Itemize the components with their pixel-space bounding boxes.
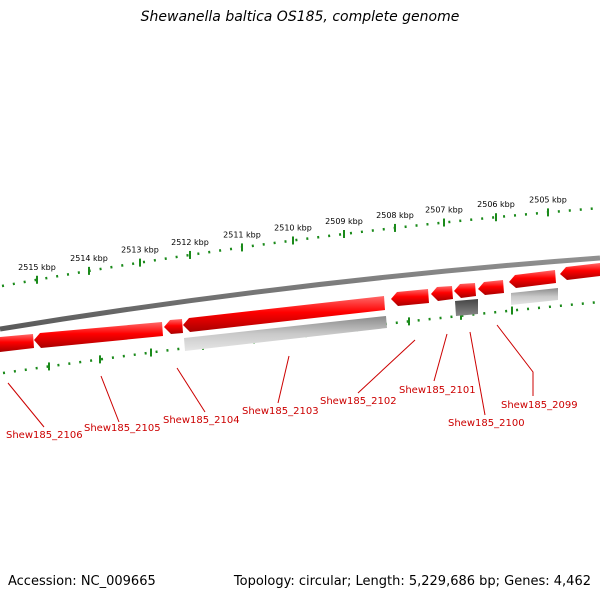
outer-scale-labels: 2505 kbp 2506 kbp 2507 kbp 2508 kbp 2509 kbp… xyxy=(18,195,567,271)
leader-2101 xyxy=(433,333,448,382)
gray-feature xyxy=(184,316,387,351)
gene-label: Shew185_2105 xyxy=(84,423,161,434)
gray-feature xyxy=(511,288,558,305)
genome-summary: Topology: circular; Length: 5,229,686 bp… xyxy=(233,574,591,589)
gene-arrow-2104 xyxy=(164,319,183,334)
scale-label: 2510 kbp xyxy=(274,223,312,232)
gene-arrow-2101 xyxy=(431,286,453,301)
leader-2104 xyxy=(176,367,206,413)
scale-label: 2506 kbp xyxy=(477,200,515,209)
leader-2102 xyxy=(357,339,416,394)
scale-label: 2513 kbp xyxy=(121,246,159,255)
gene-label: Shew185_2106 xyxy=(6,430,83,441)
scale-label: 2511 kbp xyxy=(223,230,261,239)
gene-arrow-2105 xyxy=(34,322,163,348)
gene-label: Shew185_2103 xyxy=(242,406,319,417)
accession-label: Accession: NC_009665 xyxy=(8,574,156,589)
scale-label: 2512 kbp xyxy=(171,238,209,247)
dark-feature xyxy=(455,299,478,316)
scale-label: 2505 kbp xyxy=(529,195,567,204)
scale-label: 2507 kbp xyxy=(425,206,463,215)
leader-2103 xyxy=(277,355,290,404)
gene-arrow-2102 xyxy=(391,289,429,306)
genome-backbone xyxy=(0,255,600,332)
gene-label: Shew185_2099 xyxy=(501,400,578,411)
gene-label: Shew185_2102 xyxy=(320,396,397,407)
gene-label: Shew185_2101 xyxy=(399,385,476,396)
scale-label: 2514 kbp xyxy=(70,254,108,263)
leader-2105 xyxy=(100,375,120,423)
gene-arrow-2100 xyxy=(454,283,476,298)
scale-label: 2508 kbp xyxy=(376,211,414,220)
gene-arrow-2099 xyxy=(509,270,556,288)
genome-title: Shewanella baltica OS185, complete genom… xyxy=(140,9,460,25)
outer-scale-track xyxy=(1,206,600,288)
leader-2106 xyxy=(7,382,45,428)
gene-leader-lines xyxy=(7,324,534,428)
gene-arrow-2103 xyxy=(183,296,385,332)
gene-label: Shew185_2104 xyxy=(163,415,240,426)
gene-arrow-2106 xyxy=(0,334,34,352)
outer-scale-ticks xyxy=(36,208,549,284)
gene-label: Shew185_2100 xyxy=(448,418,525,429)
gene-arrow-2100b xyxy=(478,280,504,295)
gene-arrow-2098 xyxy=(560,263,600,280)
leader-2099 xyxy=(496,324,534,396)
leader-2100 xyxy=(469,331,486,416)
scale-label: 2515 kbp xyxy=(18,263,56,272)
scale-label: 2509 kbp xyxy=(325,217,363,226)
